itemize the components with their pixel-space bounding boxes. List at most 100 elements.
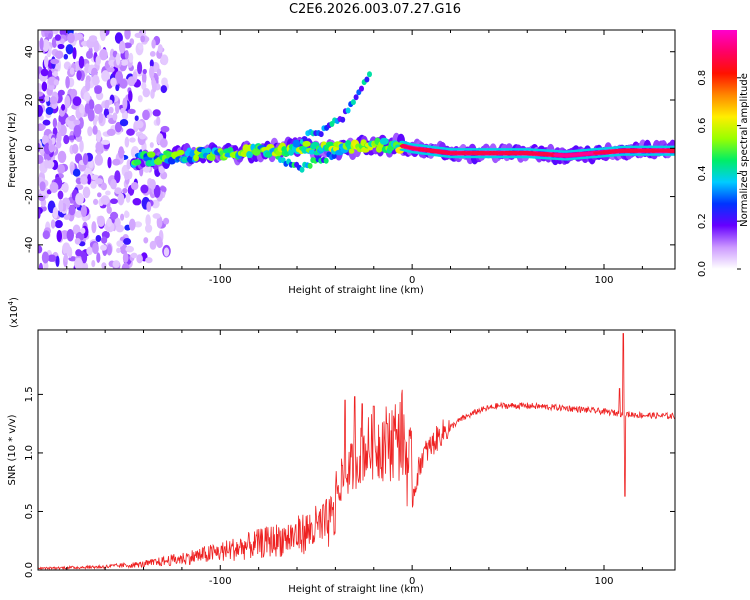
noise-blob <box>128 52 134 63</box>
trace-edge <box>671 145 675 148</box>
noise-blob <box>52 117 58 128</box>
noise-blob <box>116 247 121 254</box>
noise-blob <box>94 154 104 166</box>
noise-blob <box>118 146 125 159</box>
noise-blob <box>93 103 103 115</box>
noise-blob <box>62 182 69 193</box>
noise-blob <box>153 184 161 198</box>
noise-blob <box>116 240 124 247</box>
noise-blob <box>157 44 163 54</box>
noise-blob <box>110 198 118 205</box>
noise-blob <box>52 206 59 219</box>
noise-blob <box>156 68 162 77</box>
noise-blob <box>119 119 129 127</box>
upper-branch-blob <box>302 136 308 143</box>
trace-blob <box>193 154 199 162</box>
lower-branch-blob <box>331 153 337 159</box>
noise-blob <box>54 220 63 229</box>
noise-blob <box>82 186 91 199</box>
noise-blob <box>90 180 97 189</box>
noise-blob <box>41 135 50 146</box>
noise-blob <box>151 79 157 93</box>
noise-blob <box>82 262 89 269</box>
noise-blob <box>63 252 68 263</box>
noise-blob <box>142 68 147 75</box>
noise-blob <box>95 178 104 185</box>
noise-blob <box>75 33 84 41</box>
upper-branch-blob <box>345 107 351 114</box>
trace-blob <box>176 149 185 156</box>
upper-branch-blob <box>364 76 370 83</box>
noise-blob <box>124 49 129 60</box>
noise-blob <box>106 218 112 227</box>
noise-blob <box>63 134 70 145</box>
noise-blob <box>47 69 53 79</box>
snr-axes: -100 0 100 0.0 0.5 1.0 1.5 <box>24 330 675 587</box>
noise-blob <box>142 109 150 121</box>
noise-blob <box>118 40 126 54</box>
noise-blob <box>57 89 65 96</box>
noise-blob <box>112 260 120 268</box>
noise-blob <box>110 77 117 87</box>
noise-blob <box>137 95 143 103</box>
trace-blob <box>292 139 301 148</box>
noise-blob <box>152 213 161 219</box>
noise-blob <box>159 138 168 148</box>
noise-blob <box>125 245 135 253</box>
noise-blob <box>136 254 143 264</box>
noise-blob <box>93 40 100 53</box>
noise-blob <box>142 87 151 98</box>
noise-blob <box>38 91 44 97</box>
noise-blob <box>146 201 152 213</box>
noise-blob <box>134 115 139 122</box>
noise-blob <box>58 199 64 213</box>
noise-blob <box>130 181 139 191</box>
noise-blob <box>63 53 69 60</box>
x-tick-label: -100 <box>209 576 232 587</box>
noise-blob <box>87 126 93 137</box>
noise-blob <box>38 262 44 269</box>
colorbar-tick-label: 0.8 <box>697 70 708 86</box>
colorbar: 0.0 0.2 0.4 0.6 0.8 Normalized spectral ampl… <box>697 30 750 277</box>
noise-blob <box>140 35 146 43</box>
noise-blob <box>122 187 128 194</box>
y-tick-label: 0 <box>24 145 35 151</box>
noise-blob <box>125 193 131 203</box>
lower-branch-blob <box>323 157 329 164</box>
spectrogram-panel: -100 0 100 -40 -20 0 20 40 Height of straight l… <box>7 29 676 296</box>
noise-blob <box>57 150 67 164</box>
noise-blob <box>132 197 142 206</box>
noise-blob <box>145 214 151 227</box>
snr-series-line <box>38 333 675 570</box>
noise-blob <box>130 252 138 259</box>
noise-blob <box>110 178 117 190</box>
noise-blob <box>65 76 70 89</box>
upper-branch-blob <box>367 71 372 78</box>
noise-blob <box>137 42 144 50</box>
spectrogram-axes: -100 0 100 -40 -20 0 20 40 <box>24 30 675 286</box>
noise-blob <box>160 125 170 133</box>
lower-branch-blob <box>299 166 305 173</box>
noise-blob <box>101 262 107 269</box>
noise-blob <box>161 77 168 87</box>
y-tick-label: 1.0 <box>24 445 35 461</box>
noise-blob <box>60 38 65 45</box>
noise-blob <box>110 211 119 220</box>
noise-blob <box>78 55 85 69</box>
noise-blob <box>91 259 96 268</box>
noise-blob <box>151 199 160 209</box>
noise-blob <box>117 192 125 206</box>
noise-blob <box>120 213 125 221</box>
noise-blob <box>39 124 46 130</box>
noise-blob <box>105 190 111 196</box>
noise-blob <box>106 206 112 214</box>
noise-blob <box>38 83 43 92</box>
noise-blob <box>49 96 58 105</box>
noise-blob <box>38 154 44 164</box>
noise-blob <box>106 243 112 256</box>
noise-blob <box>143 237 149 244</box>
noise-blob <box>119 243 128 255</box>
noise-blob <box>151 39 156 49</box>
noise-blob <box>100 244 107 251</box>
